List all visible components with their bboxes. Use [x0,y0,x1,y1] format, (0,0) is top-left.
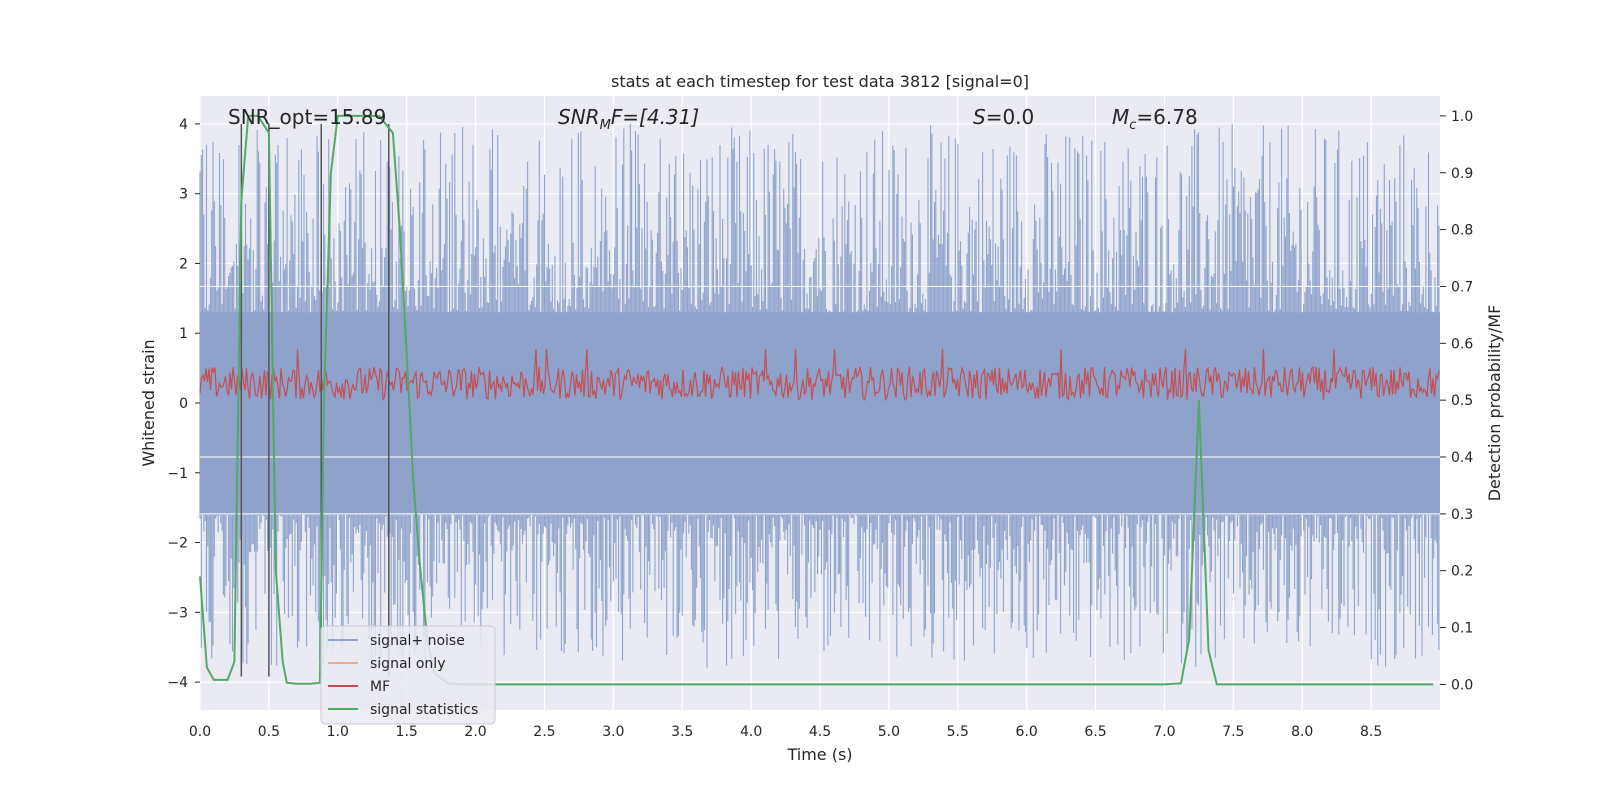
y2-tick-label: 0.7 [1451,279,1473,295]
x-tick-label: 3.5 [671,724,693,740]
x-tick-label: 2.5 [533,724,555,740]
x-tick-label: 0.5 [258,724,280,740]
legend-label-signal-only: signal only [370,656,445,672]
x-tick-label: 1.5 [396,724,418,740]
x-tick-label: 4.0 [740,724,762,740]
annotation-s-value: =0.0 [986,105,1035,129]
chart-title: stats at each timestep for test data 381… [611,72,1029,91]
legend-label-signal-statistics: signal statistics [370,702,478,718]
x-tick-label: 8.0 [1291,724,1313,740]
annotation-snr-opt: SNR_opt=15.89 [228,105,386,129]
legend-frame [320,625,496,725]
y-tick-label: 0 [179,396,188,412]
y2-axis-label: Detection probability/MF [1485,305,1504,502]
y-tick-label: −4 [167,675,188,691]
y-tick-label: −1 [167,466,188,482]
y-tick-label: 4 [179,117,188,133]
y2-tick-label: 0.0 [1451,677,1473,693]
y2-tick-label: 0.1 [1451,621,1473,637]
x-tick-label: 6.0 [1016,724,1038,740]
x-tick-label: 2.0 [464,724,486,740]
x-tick-label: 7.5 [1222,724,1244,740]
annotation-snr-mf: SNRMF=[4.31] [558,105,699,133]
y-axis-ticks: 4 3 2 1 0 −1 −2 −3 −4 [167,117,200,691]
x-axis-ticks: 0.0 0.5 1.0 1.5 2.0 2.5 3.0 3.5 4.0 4.5 5.0 5.5 6.0 6… [189,724,1382,740]
x-tick-label: 4.5 [809,724,831,740]
y-axis-label: Whitened strain [139,339,158,466]
y2-tick-label: 0.3 [1451,507,1473,523]
y2-axis-ticks: 1.0 0.9 0.8 0.7 0.6 0.5 0.4 0.3 0.2 0.1 0.0 [1440,109,1473,693]
y2-tick-label: 0.4 [1451,450,1473,466]
annotation-mc-value: =6.78 [1136,105,1197,129]
x-tick-label: 5.5 [947,724,969,740]
mf-line [199,348,1440,402]
x-axis-label: Time (s) [786,745,852,764]
annotation-mc: Mc=6.78 [1112,105,1198,133]
y-tick-label: −2 [167,536,188,552]
x-tick-label: 7.0 [1153,724,1175,740]
x-tick-label: 5.0 [878,724,900,740]
y-tick-label: 3 [179,187,188,203]
legend-label-mf: MF [370,679,390,695]
noise-spikes [199,123,1440,668]
mf-series [199,348,1440,402]
y2-tick-label: 1.0 [1451,109,1473,125]
y2-tick-label: 0.6 [1451,336,1473,352]
annotation-mc-symbol: M [1112,105,1129,129]
annotation-s-symbol: S [973,105,986,129]
y-tick-label: −3 [167,605,188,621]
y2-tick-label: 0.9 [1451,166,1473,182]
x-tick-label: 8.5 [1360,724,1382,740]
legend: signal+ noise signal only MF signal stat… [320,625,496,725]
y-tick-label: 2 [179,256,188,272]
y2-tick-label: 0.5 [1451,393,1473,409]
annotation-snr-mf-sub: M [600,118,611,133]
x-tick-label: 6.5 [1084,724,1106,740]
annotation-snr-mf-rest: F=[4.31] [611,105,699,129]
y2-tick-label: 0.2 [1451,564,1473,580]
signal-statistics-series [199,114,1434,686]
signal-statistics-line [199,114,1434,686]
x-tick-label: 3.0 [602,724,624,740]
annotation-s: S=0.0 [973,105,1034,129]
annotation-mc-sub: c [1129,118,1136,133]
legend-label-signal-noise: signal+ noise [370,633,465,649]
x-tick-label: 0.0 [189,724,211,740]
y2-tick-label: 0.8 [1451,223,1473,239]
x-tick-label: 1.0 [327,724,349,740]
y-tick-label: 1 [179,326,188,342]
annotation-snr-mf-symbol: SNR [558,105,600,129]
